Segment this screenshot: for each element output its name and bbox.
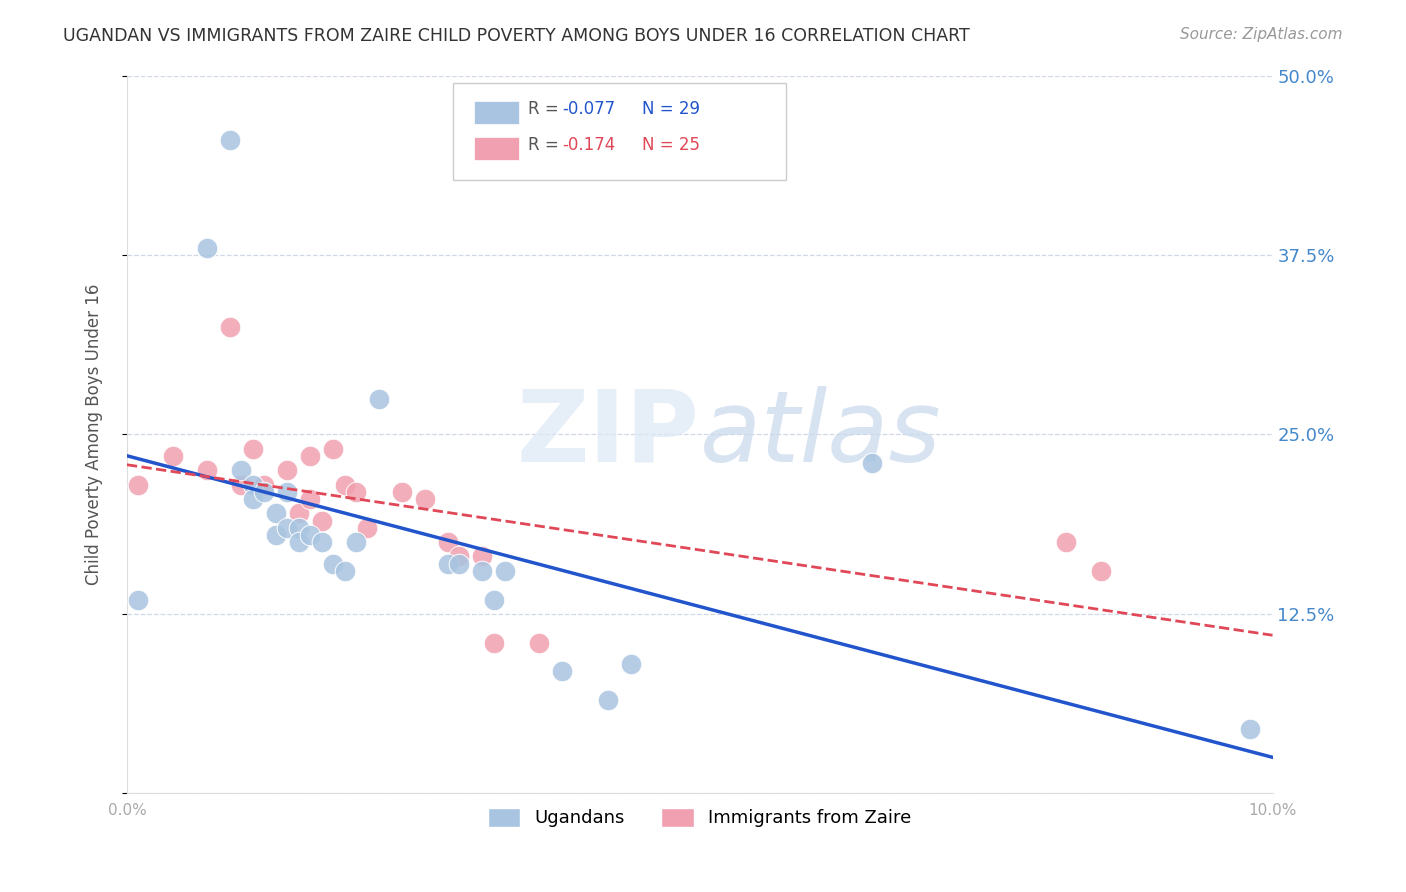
- Point: [449, 549, 471, 564]
- Point: [322, 442, 344, 456]
- Point: [356, 521, 378, 535]
- Point: [333, 564, 356, 578]
- Point: [322, 557, 344, 571]
- Text: R =: R =: [527, 136, 564, 154]
- Text: atlas: atlas: [700, 386, 942, 483]
- Text: ZIP: ZIP: [517, 386, 700, 483]
- Point: [242, 477, 264, 491]
- Point: [195, 463, 218, 477]
- Point: [482, 592, 505, 607]
- Point: [1090, 564, 1112, 578]
- Point: [253, 477, 276, 491]
- Point: [529, 635, 551, 649]
- Text: N = 29: N = 29: [643, 100, 700, 119]
- Point: [1239, 722, 1261, 736]
- Point: [368, 392, 391, 406]
- Point: [391, 484, 413, 499]
- Point: [482, 635, 505, 649]
- Point: [127, 477, 149, 491]
- Point: [231, 477, 253, 491]
- Point: [276, 521, 298, 535]
- Point: [287, 535, 309, 549]
- Legend: Ugandans, Immigrants from Zaire: Ugandans, Immigrants from Zaire: [481, 801, 918, 835]
- Point: [1054, 535, 1077, 549]
- Point: [471, 564, 494, 578]
- Point: [436, 557, 458, 571]
- Point: [264, 507, 287, 521]
- Point: [299, 491, 322, 506]
- Point: [860, 456, 883, 470]
- Point: [287, 507, 309, 521]
- Text: -0.174: -0.174: [562, 136, 616, 154]
- Text: -0.077: -0.077: [562, 100, 616, 119]
- Point: [253, 484, 276, 499]
- Text: UGANDAN VS IMMIGRANTS FROM ZAIRE CHILD POVERTY AMONG BOYS UNDER 16 CORRELATION C: UGANDAN VS IMMIGRANTS FROM ZAIRE CHILD P…: [63, 27, 970, 45]
- Point: [551, 665, 574, 679]
- Point: [436, 535, 458, 549]
- Point: [620, 657, 643, 672]
- FancyBboxPatch shape: [453, 83, 786, 179]
- Point: [231, 463, 253, 477]
- Point: [471, 549, 494, 564]
- Point: [311, 535, 333, 549]
- FancyBboxPatch shape: [474, 136, 519, 160]
- Point: [299, 528, 322, 542]
- Point: [449, 557, 471, 571]
- Point: [494, 564, 516, 578]
- Point: [596, 693, 619, 707]
- Point: [287, 521, 309, 535]
- Text: Source: ZipAtlas.com: Source: ZipAtlas.com: [1180, 27, 1343, 42]
- Y-axis label: Child Poverty Among Boys Under 16: Child Poverty Among Boys Under 16: [86, 284, 103, 585]
- Point: [276, 463, 298, 477]
- Point: [195, 241, 218, 255]
- Point: [333, 477, 356, 491]
- FancyBboxPatch shape: [474, 101, 519, 124]
- Point: [242, 442, 264, 456]
- Point: [413, 491, 436, 506]
- Text: N = 25: N = 25: [643, 136, 700, 154]
- Point: [162, 449, 184, 463]
- Point: [219, 319, 242, 334]
- Point: [242, 491, 264, 506]
- Point: [127, 592, 149, 607]
- Point: [219, 133, 242, 147]
- Point: [344, 484, 367, 499]
- Text: R =: R =: [527, 100, 564, 119]
- Point: [276, 484, 298, 499]
- Point: [344, 535, 367, 549]
- Point: [311, 514, 333, 528]
- Point: [299, 449, 322, 463]
- Point: [264, 528, 287, 542]
